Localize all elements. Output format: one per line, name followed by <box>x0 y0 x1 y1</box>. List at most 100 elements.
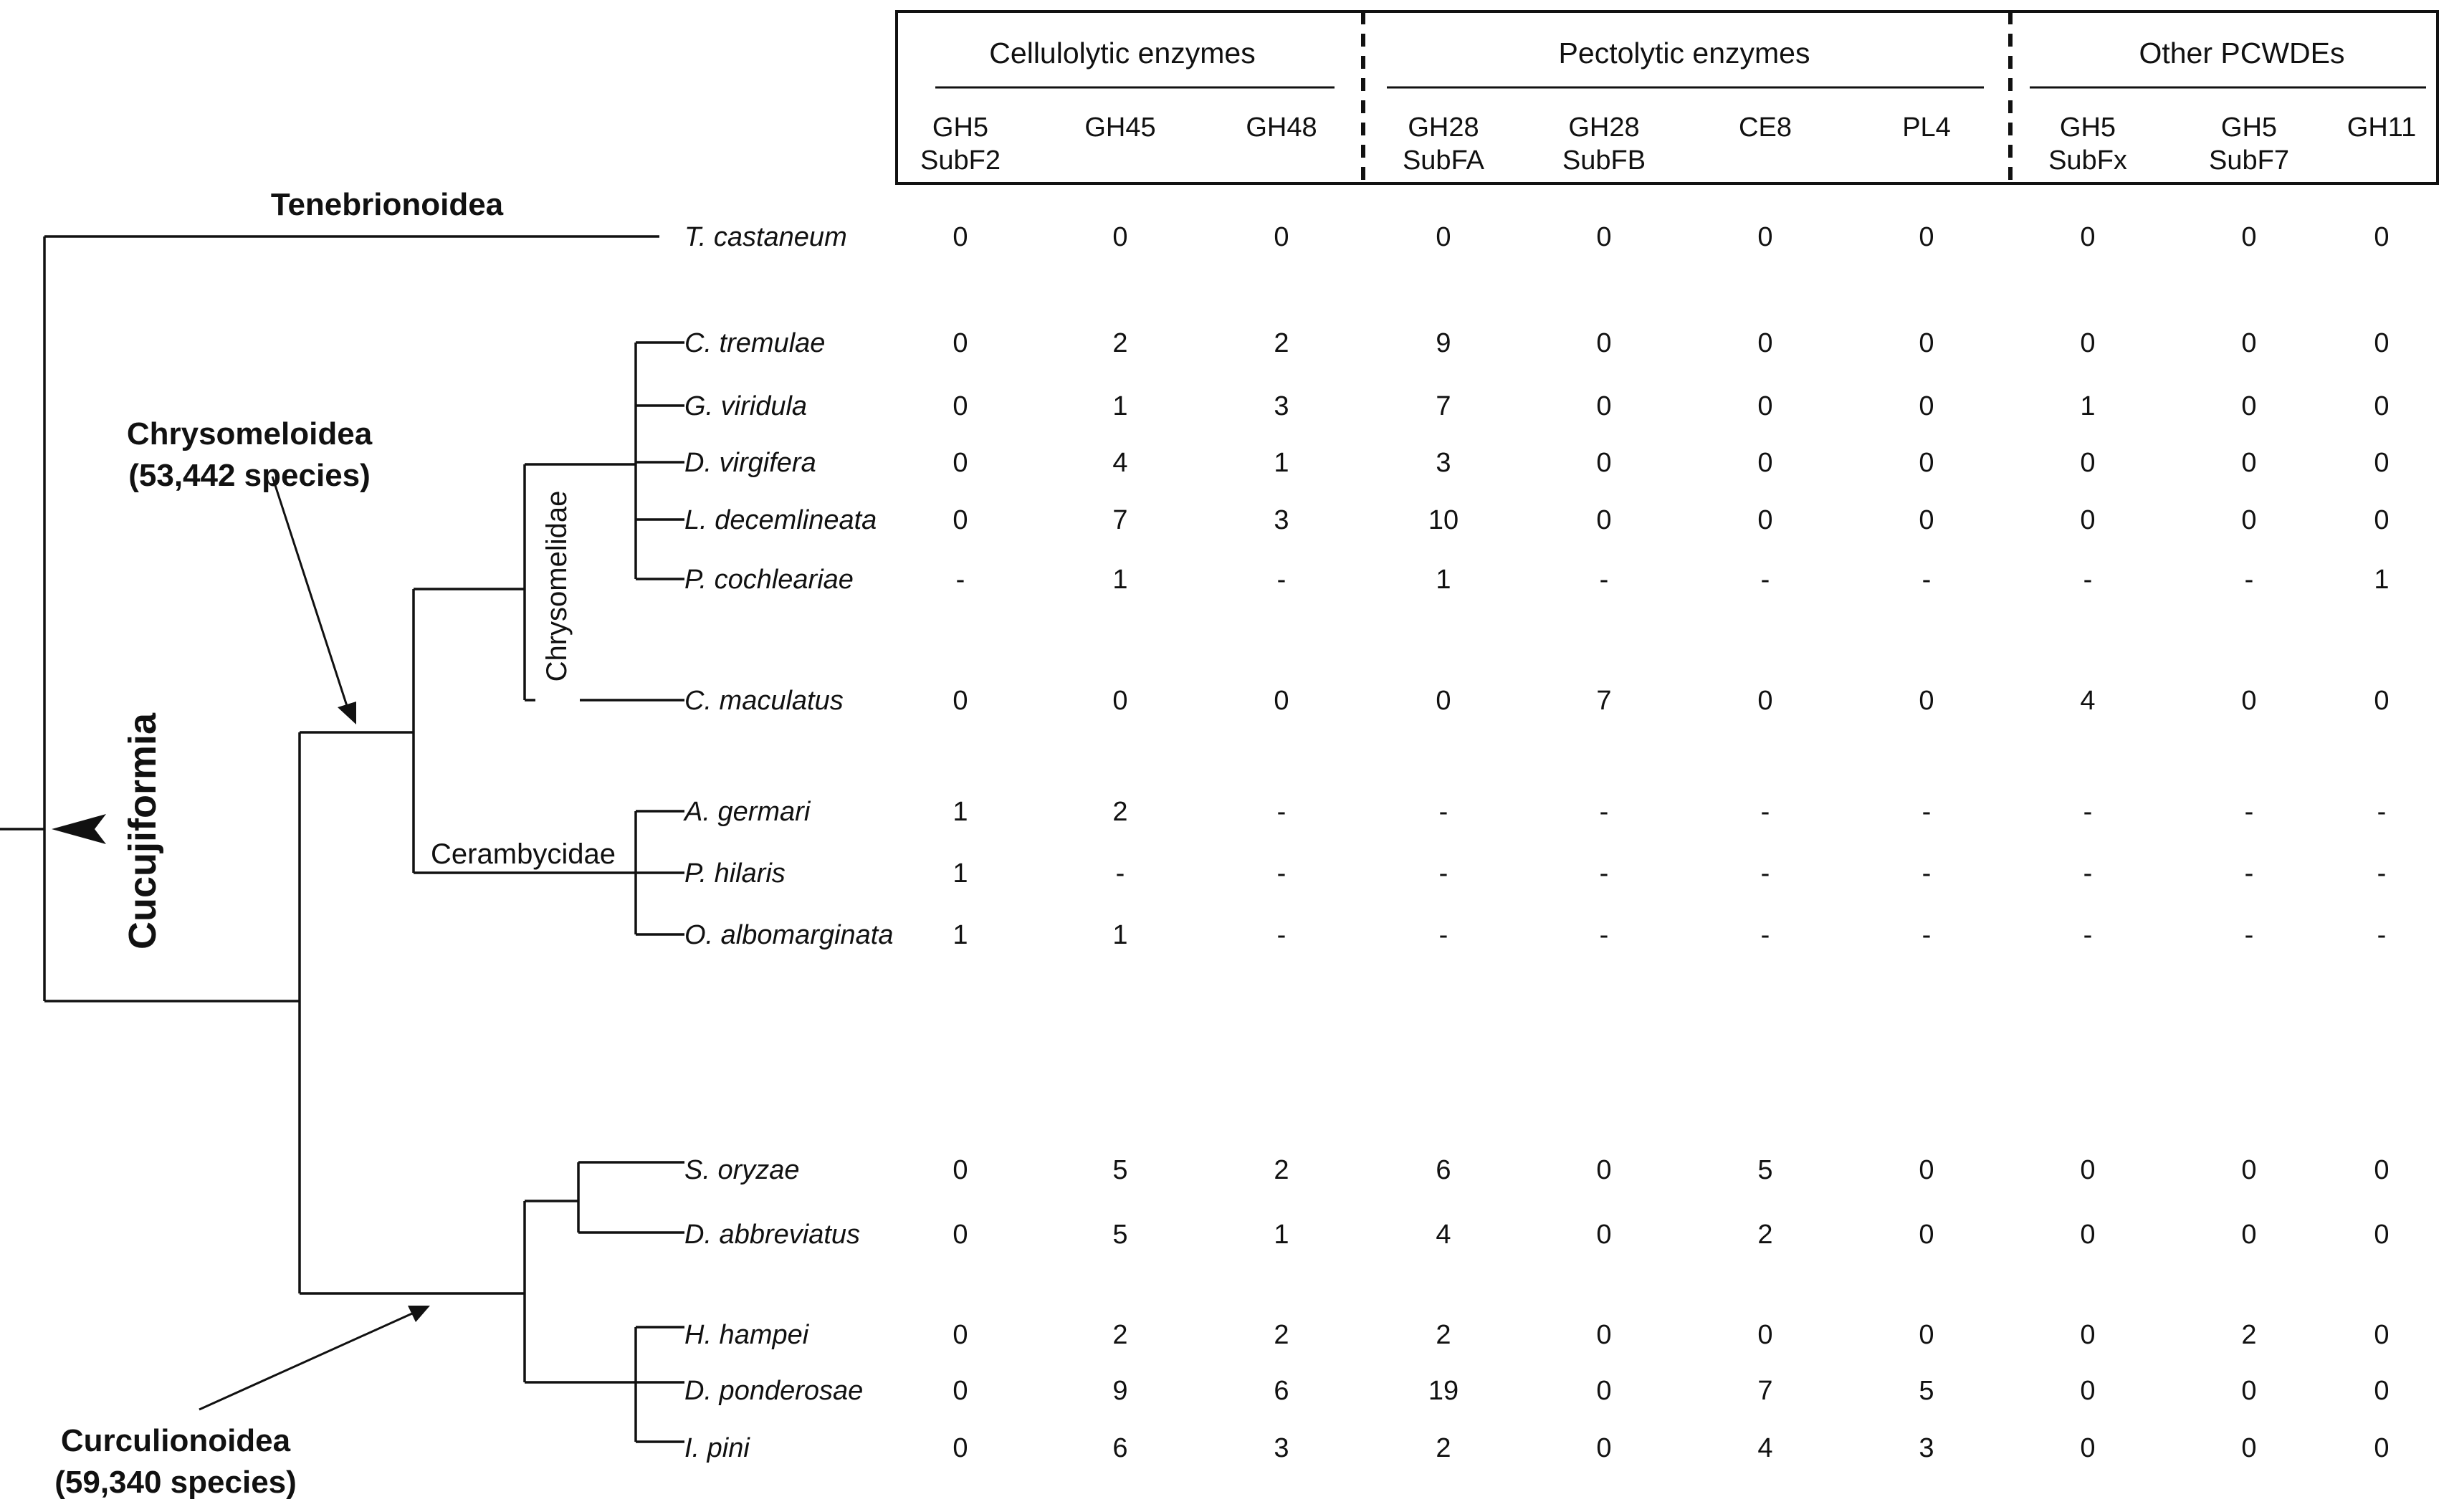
gene-count-cell: 0 <box>953 1376 968 1406</box>
gene-count-cell: 0 <box>1757 448 1772 478</box>
gene-count-cell: 0 <box>2374 1220 2389 1250</box>
table-row: P. hilaris 1 - - - - - - - - - <box>684 858 2386 889</box>
gene-count-cell: 0 <box>953 1433 968 1463</box>
gene-count-cell: 19 <box>1428 1376 1459 1406</box>
gene-count-cell: 0 <box>1596 222 1611 252</box>
gene-count-cell: 0 <box>953 222 968 252</box>
gene-count-cell: 0 <box>2241 1220 2256 1250</box>
group-label-other: Other PCWDEs <box>2139 37 2344 70</box>
gene-count-cell: - <box>1277 565 1286 595</box>
gene-count-cell: 2 <box>2241 1320 2256 1350</box>
gene-count-cell: 0 <box>2080 1320 2095 1350</box>
gene-count-cell: 0 <box>953 448 968 478</box>
gene-count-cell: 0 <box>1757 328 1772 358</box>
gene-count-cell: 1 <box>953 797 968 827</box>
gene-count-cell: - <box>1600 858 1609 889</box>
gene-count-cell: - <box>2083 920 2093 950</box>
col-header-line2: SubFB <box>1562 145 1646 176</box>
table-row: D. ponderosae 0 9 6 19 0 7 5 0 0 0 <box>684 1376 2390 1406</box>
col-header-line1: GH28 <box>1408 113 1479 143</box>
species-name: O. albomarginata <box>684 920 894 950</box>
gene-count-cell: 0 <box>1919 391 1934 421</box>
gene-count-cell: 10 <box>1428 505 1459 535</box>
gene-count-cell: 0 <box>1919 448 1934 478</box>
species-name: D. ponderosae <box>684 1376 863 1406</box>
gene-count-cell: 0 <box>2374 1155 2389 1185</box>
gene-count-cell: 3 <box>1919 1433 1934 1463</box>
gene-count-cell: 0 <box>1757 686 1772 716</box>
gene-count-cell: 2 <box>1436 1433 1451 1463</box>
gene-count-cell: 0 <box>2241 222 2256 252</box>
col-header-line2: SubFx <box>2048 145 2127 176</box>
gene-count-cell: 0 <box>1596 1433 1611 1463</box>
gene-count-cell: 0 <box>1757 391 1772 421</box>
gene-count-cell: 0 <box>1436 686 1451 716</box>
gene-count-cell: - <box>2083 797 2093 827</box>
gene-count-cell: 0 <box>953 1155 968 1185</box>
gene-count-cell: - <box>1277 858 1286 889</box>
gene-count-cell: - <box>1761 797 1770 827</box>
gene-count-cell: 0 <box>1919 1320 1934 1350</box>
gene-count-cell: - <box>956 565 965 595</box>
gene-count-cell: 0 <box>2080 1155 2095 1185</box>
gene-count-cell: 0 <box>953 686 968 716</box>
table-row: G. viridula 0 1 3 7 0 0 0 1 0 0 <box>684 391 2390 421</box>
gene-count-cell: 0 <box>1274 222 1289 252</box>
gene-count-cell: - <box>1116 858 1125 889</box>
gene-count-cell: 0 <box>2080 1376 2095 1406</box>
gene-count-cell: 3 <box>1274 391 1289 421</box>
gene-count-cell: 1 <box>1112 565 1127 595</box>
table-row: T. castaneum 0 0 0 0 0 0 0 0 0 0 <box>684 222 2390 252</box>
gene-count-cell: 0 <box>2241 1376 2256 1406</box>
gene-count-cell: - <box>1439 797 1448 827</box>
gene-count-cell: 2 <box>1112 328 1127 358</box>
species-name: S. oryzae <box>684 1155 800 1185</box>
gene-count-cell: 1 <box>2374 565 2389 595</box>
gene-count-cell: 6 <box>1274 1376 1289 1406</box>
species-name: D. abbreviatus <box>684 1220 860 1250</box>
gene-count-cell: 1 <box>1274 448 1289 478</box>
group-label-cellulolytic: Cellulolytic enzymes <box>989 37 1255 70</box>
gene-count-cell: 3 <box>1274 1433 1289 1463</box>
gene-count-cell: - <box>1439 920 1448 950</box>
gene-count-cell: 0 <box>2241 328 2256 358</box>
gene-count-cell: 3 <box>1274 505 1289 535</box>
gene-count-cell: 0 <box>2080 222 2095 252</box>
gene-count-cell: 1 <box>1436 565 1451 595</box>
gene-count-cell: 4 <box>1436 1220 1451 1250</box>
cerambycidae-label-backdrop <box>416 837 631 870</box>
gene-count-cell: 0 <box>2241 1155 2256 1185</box>
gene-count-cell: 4 <box>1757 1433 1772 1463</box>
col-header-line2: SubF2 <box>920 145 1001 176</box>
gene-count-cell: 0 <box>1112 222 1127 252</box>
gene-count-cell: 9 <box>1436 328 1451 358</box>
gene-count-cell: 0 <box>1919 222 1934 252</box>
gene-count-cell: 0 <box>1112 686 1127 716</box>
gene-count-cell: 0 <box>2080 1220 2095 1250</box>
gene-count-cell: - <box>1600 565 1609 595</box>
gene-count-cell: 0 <box>1596 1376 1611 1406</box>
col-header-line2: SubFA <box>1403 145 1485 176</box>
gene-count-cell: 1 <box>953 858 968 889</box>
gene-count-cell: 0 <box>1596 448 1611 478</box>
col-header-line2: SubF7 <box>2209 145 2289 176</box>
gene-count-cell: 0 <box>2241 686 2256 716</box>
gene-count-cell: 6 <box>1436 1155 1451 1185</box>
gene-count-cell: - <box>2245 797 2254 827</box>
gene-count-cell: - <box>1922 858 1932 889</box>
gene-count-cell: - <box>1439 858 1448 889</box>
arrowhead-chrysomeloidea <box>338 702 356 724</box>
gene-count-cell: 2 <box>1274 1155 1289 1185</box>
gene-count-cell: 0 <box>1596 328 1611 358</box>
table-row: S. oryzae 0 5 2 6 0 5 0 0 0 0 <box>684 1155 2390 1185</box>
table-row: O. albomarginata 1 1 - - - - - - - - <box>684 920 2386 950</box>
gene-count-cell: 6 <box>1112 1433 1127 1463</box>
clade-label-curculionoidea: Curculionoidea <box>61 1423 291 1458</box>
gene-count-cell: 0 <box>1919 1155 1934 1185</box>
gene-count-cell: 1 <box>953 920 968 950</box>
table-row: L. decemlineata 0 7 3 10 0 0 0 0 0 0 <box>684 505 2390 535</box>
gene-count-cell: 2 <box>1112 797 1127 827</box>
gene-count-cell: 1 <box>1112 391 1127 421</box>
gene-count-cell: 0 <box>1757 505 1772 535</box>
